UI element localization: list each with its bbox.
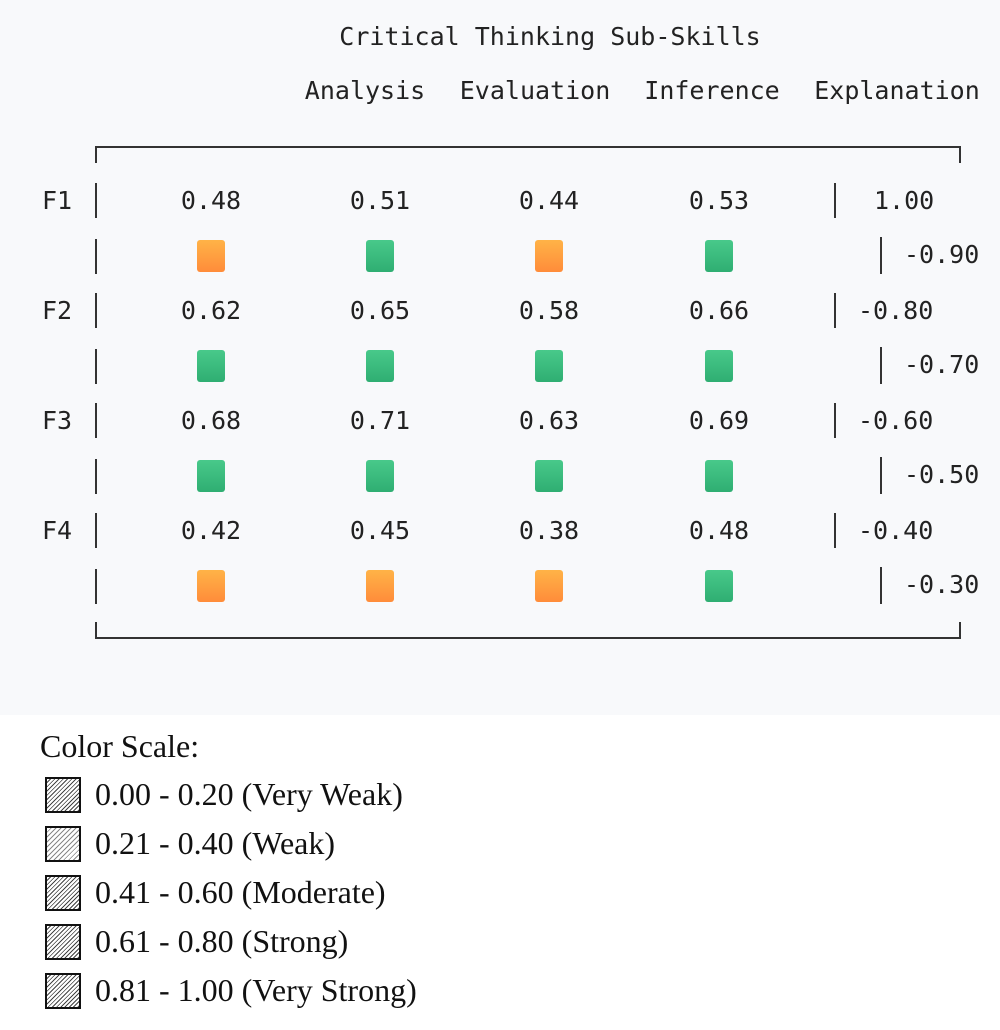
legend-item-weak: 0.21 - 0.40 (Weak) <box>40 819 417 868</box>
cell-value: 0.38 <box>518 516 580 545</box>
row-left-bar <box>95 569 97 604</box>
cell-color-square <box>535 570 563 602</box>
cell-color-square <box>366 350 394 382</box>
row-left-bar <box>95 459 97 494</box>
scale-bar <box>880 567 882 604</box>
scale-label: -0.80 <box>858 296 934 325</box>
chart-title: Critical Thinking Sub-Skills <box>339 22 761 51</box>
cell-color-square <box>197 240 225 272</box>
scale-label: -0.70 <box>904 350 980 379</box>
cell-color-square <box>535 350 563 382</box>
legend-label: 0.81 - 1.00 (Very Strong) <box>95 972 417 1008</box>
legend-item-strong: 0.61 - 0.80 (Strong) <box>40 917 417 966</box>
cell-value: 0.68 <box>180 406 242 435</box>
cell-value: 0.65 <box>349 296 411 325</box>
cell-color-square <box>366 570 394 602</box>
frame-bottom-left-tick <box>95 622 97 639</box>
row-label: F1 <box>42 186 73 215</box>
legend-label: 0.00 - 0.20 (Very Weak) <box>95 776 403 812</box>
row-left-bar <box>95 513 97 548</box>
scale-bar <box>880 347 882 384</box>
column-header-explanation: Explanation <box>814 76 980 105</box>
legend-item-very-weak: 0.00 - 0.20 (Very Weak) <box>40 770 417 819</box>
legend-item-very-strong: 0.81 - 1.00 (Very Strong) <box>40 966 417 1015</box>
cell-color-square <box>197 570 225 602</box>
cell-value: 0.48 <box>180 186 242 215</box>
cell-color-square <box>535 460 563 492</box>
row-left-bar <box>95 239 97 274</box>
scale-label: 1.00 <box>874 186 935 215</box>
color-scale-legend: Color Scale: 0.00 - 0.20 (Very Weak) 0.2… <box>40 728 417 1015</box>
frame-bottom-line <box>95 637 961 639</box>
legend-item-moderate: 0.41 - 0.60 (Moderate) <box>40 868 417 917</box>
hatch-swatch-icon <box>45 825 81 862</box>
scale-label: -0.60 <box>858 406 934 435</box>
row-left-bar <box>95 403 97 438</box>
hatch-swatch-icon <box>45 776 81 813</box>
cell-value: 0.45 <box>349 516 411 545</box>
cell-color-square <box>366 460 394 492</box>
cell-color-square <box>705 570 733 602</box>
cell-value: 0.71 <box>349 406 411 435</box>
cell-value: 0.63 <box>518 406 580 435</box>
cell-color-square <box>705 240 733 272</box>
scale-label: -0.40 <box>858 516 934 545</box>
legend-label: 0.61 - 0.80 (Strong) <box>95 923 349 959</box>
row-left-bar <box>95 293 97 328</box>
cell-color-square <box>197 350 225 382</box>
legend-label: 0.41 - 0.60 (Moderate) <box>95 874 386 910</box>
cell-value: 0.44 <box>518 186 580 215</box>
cell-value: 0.42 <box>180 516 242 545</box>
frame-bottom-right-tick <box>959 622 961 639</box>
cell-value: 0.48 <box>688 516 750 545</box>
scale-bar <box>834 293 836 328</box>
hatch-swatch-icon <box>45 874 81 911</box>
legend-label: 0.21 - 0.40 (Weak) <box>95 825 336 861</box>
scale-label: -0.50 <box>904 460 980 489</box>
row-left-bar <box>95 183 97 218</box>
frame-top-left-tick <box>95 146 97 163</box>
scale-bar <box>880 237 882 274</box>
frame-top-right-tick <box>959 146 961 163</box>
cell-value: 0.58 <box>518 296 580 325</box>
hatch-swatch-icon <box>45 972 81 1009</box>
frame-top-line <box>95 146 961 148</box>
column-header-analysis: Analysis <box>304 76 426 105</box>
row-left-bar <box>95 349 97 384</box>
row-label: F2 <box>42 296 73 325</box>
scale-label: -0.90 <box>904 240 980 269</box>
scale-bar <box>834 183 836 218</box>
column-header-evaluation: Evaluation <box>459 76 611 105</box>
cell-value: 0.62 <box>180 296 242 325</box>
cell-color-square <box>535 240 563 272</box>
cell-color-square <box>197 460 225 492</box>
heatmap-panel: Critical Thinking Sub-Skills Analysis Ev… <box>42 22 980 639</box>
cell-value: 0.51 <box>349 186 411 215</box>
hatch-swatch-icon <box>45 923 81 960</box>
cell-color-square <box>705 350 733 382</box>
cell-value: 0.69 <box>688 406 750 435</box>
row-label: F4 <box>42 516 73 545</box>
scale-label: -0.30 <box>904 570 980 599</box>
scale-bar <box>834 513 836 548</box>
cell-value: 0.66 <box>688 296 750 325</box>
cell-color-square <box>366 240 394 272</box>
scale-bar <box>834 403 836 438</box>
column-header-inference: Inference <box>644 76 780 105</box>
row-label: F3 <box>42 406 73 435</box>
scale-bar <box>880 457 882 494</box>
cell-value: 0.53 <box>688 186 750 215</box>
legend-title: Color Scale: <box>40 728 200 764</box>
cell-color-square <box>705 460 733 492</box>
